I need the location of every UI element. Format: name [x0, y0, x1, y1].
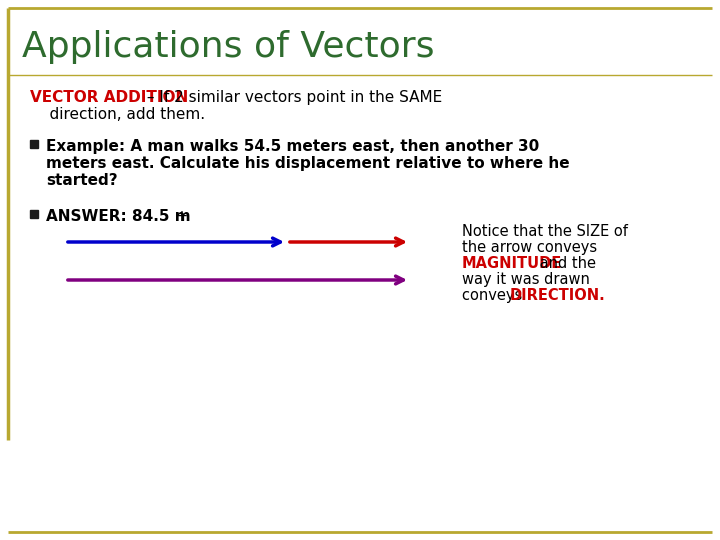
Text: and the: and the: [535, 256, 596, 271]
Text: started?: started?: [46, 173, 117, 188]
Text: Example: A man walks 54.5 meters east, then another 30: Example: A man walks 54.5 meters east, t…: [46, 139, 539, 154]
Text: direction, add them.: direction, add them.: [30, 107, 205, 122]
Text: ANSWER: 84.5 m: ANSWER: 84.5 m: [46, 209, 191, 224]
Text: – If 2 similar vectors point in the SAME: – If 2 similar vectors point in the SAME: [142, 90, 442, 105]
Text: VECTOR ADDITION: VECTOR ADDITION: [30, 90, 188, 105]
Text: DIRECTION.: DIRECTION.: [510, 288, 606, 303]
Text: meters east. Calculate his displacement relative to where he: meters east. Calculate his displacement …: [46, 156, 570, 171]
Text: Notice that the SIZE of: Notice that the SIZE of: [462, 224, 628, 239]
Text: conveys: conveys: [462, 288, 527, 303]
Bar: [30, 140, 38, 148]
Text: the arrow conveys: the arrow conveys: [462, 240, 597, 255]
Text: way it was drawn: way it was drawn: [462, 272, 590, 287]
Text: MAGNITUDE: MAGNITUDE: [462, 256, 562, 271]
Text: +: +: [161, 209, 189, 224]
Text: Applications of Vectors: Applications of Vectors: [22, 30, 434, 64]
Bar: [30, 210, 38, 218]
